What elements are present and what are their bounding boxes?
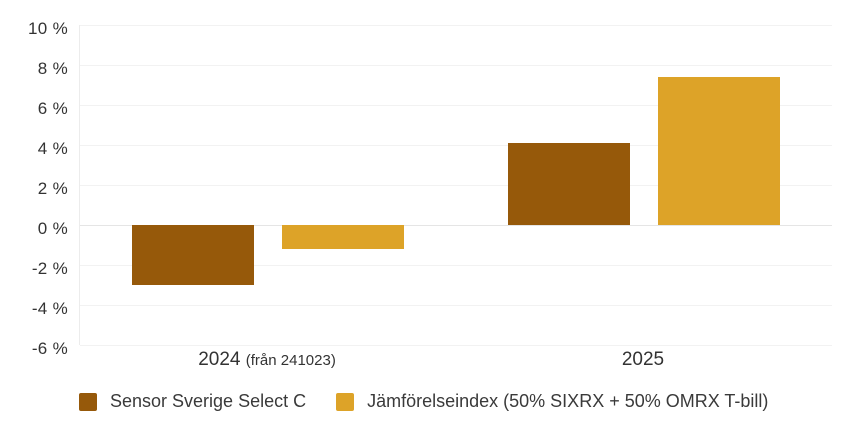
legend-label-jamforelseindex: Jämförelseindex (50% SIXRX + 50% OMRX T-…	[367, 391, 769, 411]
legend-item-sensor-sverige-select-c[interactable]: Sensor Sverige Select C	[79, 391, 306, 412]
x-axis: 2024 (från 241023) 2025	[79, 345, 831, 375]
gridline	[80, 185, 832, 186]
legend-swatch-jamforelseindex	[336, 392, 355, 411]
x-axis-label-2025: 2025	[622, 349, 664, 371]
y-tick-label: 10 %	[28, 19, 68, 38]
y-tick-label: 6 %	[37, 99, 68, 118]
x-axis-label-2025-year: 2025	[621, 349, 665, 370]
y-tick-label: -6 %	[31, 339, 68, 358]
legend-item-jamforelseindex[interactable]: Jämförelseindex (50% SIXRX + 50% OMRX T-…	[336, 391, 768, 412]
legend: Sensor Sverige Select C Jämförelseindex …	[79, 391, 768, 412]
gridline	[80, 305, 832, 306]
y-tick-label: 0 %	[37, 219, 68, 238]
plot-area	[79, 25, 832, 346]
gridline	[80, 145, 832, 146]
y-tick-label: 8 %	[37, 59, 68, 78]
x-axis-label-2024: 2024 (från 241023)	[198, 349, 336, 371]
zero-gridline	[80, 225, 832, 226]
y-tick-label: -4 %	[31, 299, 68, 318]
legend-swatch-sensor-sverige-select-c	[79, 392, 97, 411]
y-axis: 10 % 8 % 6 % 4 % 2 % 0 % -2 % -4 % -6 %	[0, 19, 68, 358]
bar-sensor-2024[interactable]	[132, 225, 254, 285]
y-tick-label: 2 %	[37, 179, 68, 198]
x-axis-label-2024-year: 2024	[198, 349, 241, 370]
gridline	[80, 105, 832, 106]
gridline	[80, 25, 832, 26]
bar-index-2025[interactable]	[658, 77, 780, 225]
gridline	[80, 65, 832, 66]
gridline	[80, 265, 832, 266]
x-axis-label-2024-note: (från 241023)	[245, 352, 336, 369]
gridline	[80, 345, 832, 346]
bar-index-2024[interactable]	[282, 225, 404, 249]
y-tick-label: 4 %	[37, 139, 68, 158]
bar-sensor-2025[interactable]	[508, 143, 630, 225]
legend-label-sensor-sverige-select-c: Sensor Sverige Select C	[110, 391, 307, 411]
y-tick-label: -2 %	[31, 259, 68, 278]
